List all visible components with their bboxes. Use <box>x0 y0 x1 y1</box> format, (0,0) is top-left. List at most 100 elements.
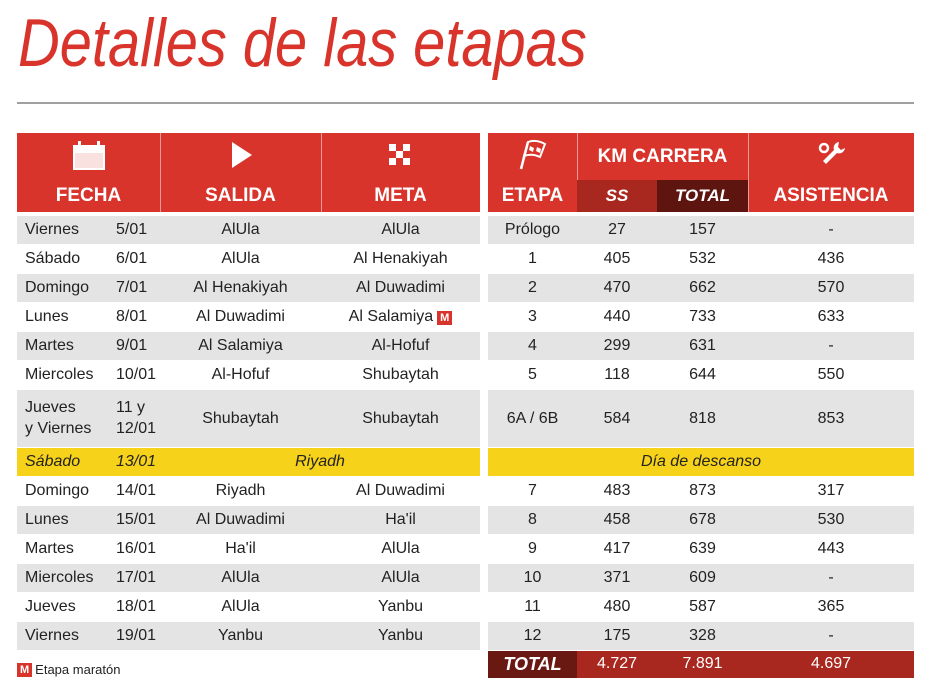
marathon-badge: M <box>437 310 453 325</box>
date: 8/01 <box>116 308 148 326</box>
meta: Yanbu <box>321 593 480 622</box>
salida: AlUla <box>221 221 260 239</box>
ss-header-bg <box>577 180 657 212</box>
divider <box>321 133 322 212</box>
ss: 470 <box>603 279 631 297</box>
day: Lunes <box>25 308 69 326</box>
row-bg <box>488 274 914 302</box>
row-bg <box>17 593 480 621</box>
meta: Al Henakiyah <box>321 245 480 274</box>
row-bg <box>488 303 914 331</box>
meta-text: Al Salamiya <box>348 308 434 326</box>
total: 818 <box>689 409 716 427</box>
date: 10/01 <box>116 366 157 384</box>
total: 873 <box>689 482 716 500</box>
row-bg <box>17 448 480 476</box>
total: 157 <box>689 221 716 239</box>
salida: Al Duwadimi <box>196 511 285 529</box>
meta: AlUla <box>321 535 480 564</box>
asistencia: 530 <box>817 511 845 529</box>
salida: AlUla <box>221 598 260 616</box>
date: 18/01 <box>116 598 157 616</box>
ss: 27 <box>608 221 626 239</box>
total: 733 <box>689 308 716 326</box>
row-bg <box>17 245 480 273</box>
salida: Al-Hofuf <box>211 366 270 384</box>
day: Martes <box>25 337 74 355</box>
day: Domingo <box>25 279 90 297</box>
title: Detalles de las etapas <box>18 5 587 81</box>
meta-text: Shubaytah <box>362 409 439 427</box>
row-bg <box>17 564 480 592</box>
row-bg <box>488 564 914 592</box>
header-label: KM CARRERA <box>597 146 728 167</box>
ss: 584 <box>603 409 631 427</box>
row-bg <box>17 535 480 563</box>
asistencia: 853 <box>817 409 845 427</box>
total: 631 <box>689 337 716 355</box>
divider <box>577 133 578 212</box>
row-bg <box>488 535 914 563</box>
asistencia: 365 <box>817 598 845 616</box>
header-label: ASISTENCIA <box>773 185 889 206</box>
header-label: META <box>374 185 427 206</box>
etapa: 11 <box>524 598 541 616</box>
date: 19/01 <box>116 627 157 645</box>
ss: 417 <box>603 540 631 558</box>
total-total: 7.891 <box>682 655 723 673</box>
asistencia: - <box>828 221 834 239</box>
day: Viernes <box>25 221 79 239</box>
asistencia: - <box>828 337 834 355</box>
meta-text: Al-Hofuf <box>371 337 430 355</box>
rest-place: Riyadh <box>295 453 345 471</box>
checker-icon <box>389 144 410 165</box>
total: 587 <box>689 598 716 616</box>
date: 14/01 <box>116 482 157 500</box>
meta: Shubaytah <box>321 390 480 448</box>
salida: Al Duwadimi <box>196 308 285 326</box>
asistencia: - <box>828 627 834 645</box>
play-icon <box>232 142 252 168</box>
ss: 299 <box>603 337 631 355</box>
meta-text: Shubaytah <box>362 366 439 384</box>
salida: AlUla <box>221 569 260 587</box>
row-bg <box>17 506 480 534</box>
calendar-icon <box>73 141 105 170</box>
meta: Al Duwadimi <box>321 477 480 506</box>
row-bg <box>488 622 914 650</box>
etapa: 12 <box>523 627 542 645</box>
day: Miercoles <box>25 366 94 384</box>
row-bg <box>17 622 480 650</box>
total: 609 <box>689 569 716 587</box>
day: Martes <box>25 540 74 558</box>
header-label: ETAPA <box>501 185 564 206</box>
date: 7/01 <box>116 279 148 297</box>
ss: 118 <box>604 366 630 384</box>
asistencia: 550 <box>817 366 845 384</box>
row-bg <box>488 332 914 360</box>
row-bg <box>488 593 914 621</box>
asistencia: 317 <box>817 482 845 500</box>
row-bg <box>17 216 480 244</box>
salida: Al Henakiyah <box>193 279 288 297</box>
salida: Ha'il <box>225 540 256 558</box>
asistencia: 633 <box>817 308 845 326</box>
header-label: SALIDA <box>205 185 276 206</box>
etapa: 8 <box>528 511 537 529</box>
total: 644 <box>689 366 716 384</box>
header-label: TOTAL <box>674 186 731 205</box>
meta-text: Al Duwadimi <box>356 279 445 297</box>
legend-badge: M <box>17 662 33 677</box>
meta-text: Al Duwadimi <box>356 482 445 500</box>
total: 532 <box>689 250 716 268</box>
date: 5/01 <box>116 221 148 239</box>
meta-text: AlUla <box>381 540 420 558</box>
row-bg <box>488 245 914 273</box>
day: Jueves y Viernes <box>25 399 92 437</box>
date: 11 y 12/01 <box>116 399 157 437</box>
etapa: 10 <box>523 569 542 587</box>
etapa: 5 <box>528 366 537 384</box>
ss: 480 <box>603 598 631 616</box>
meta-text: Al Henakiyah <box>353 250 448 268</box>
date: 16/01 <box>116 540 157 558</box>
